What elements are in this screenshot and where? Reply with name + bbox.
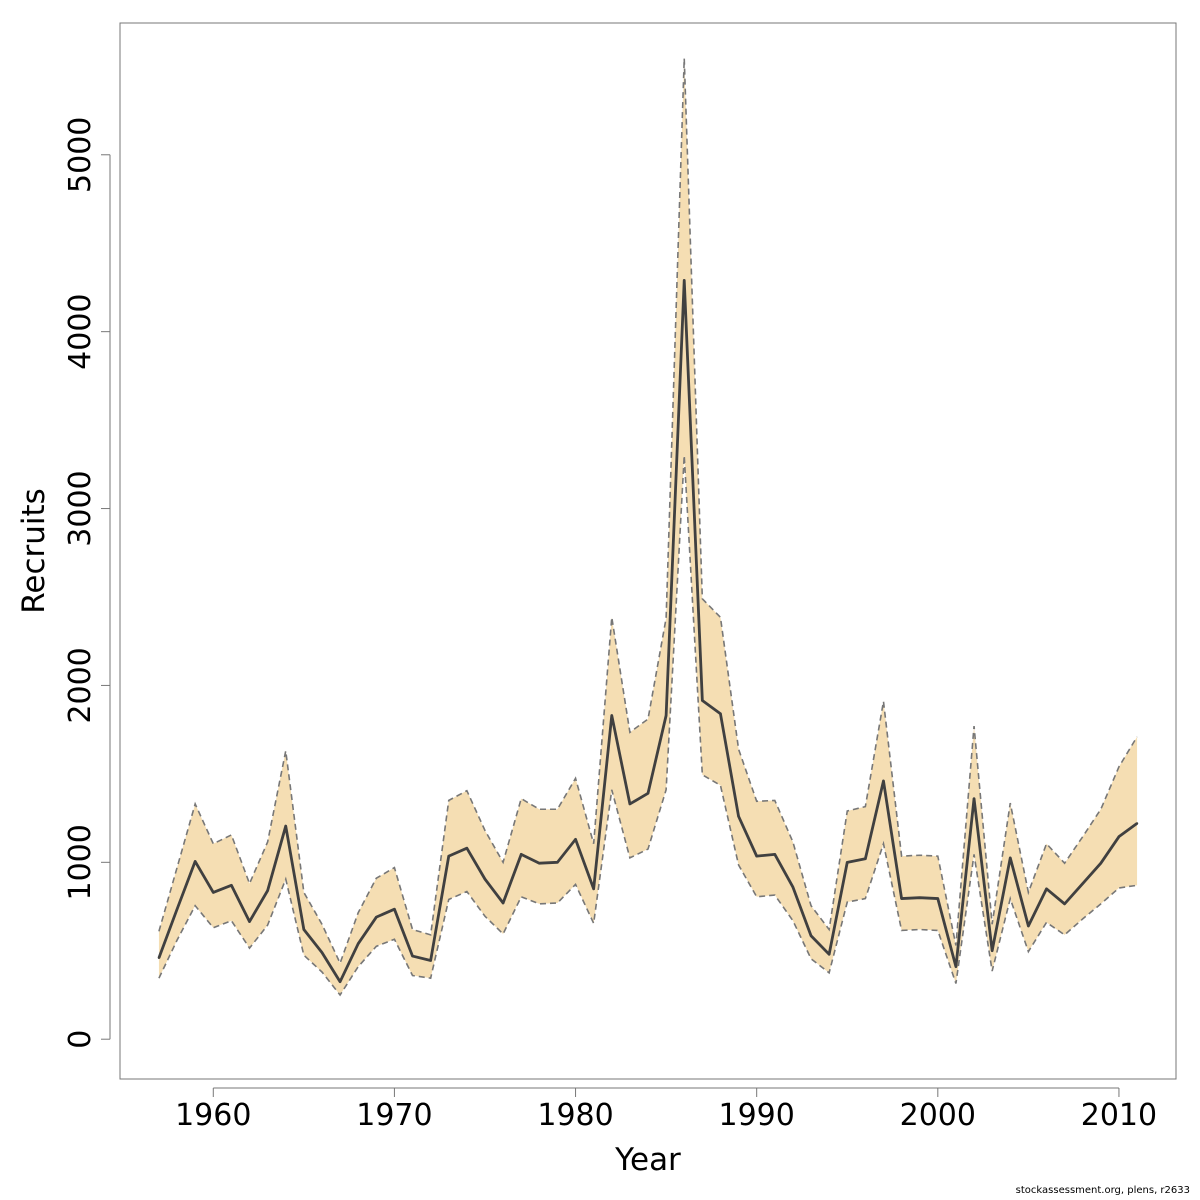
data-point [375, 915, 378, 919]
y-tick-label: 3000 [63, 470, 98, 546]
data-point [248, 920, 251, 923]
x-tick-label: 2010 [1081, 1098, 1157, 1133]
x-tick-label: 1990 [718, 1098, 794, 1133]
plot-frame [119, 22, 1177, 1080]
recruits-line [157, 278, 1138, 984]
data-point [175, 907, 179, 911]
data-point [773, 853, 776, 856]
recruits-series [157, 278, 1139, 984]
footer-credit: stockassessment.org, plens, r2633 [1015, 1185, 1190, 1196]
data-point [954, 965, 958, 968]
data-point [574, 838, 577, 841]
x-tick-label: 1960 [175, 1098, 251, 1133]
data-point [737, 815, 740, 818]
data-point [501, 901, 505, 905]
data-point [411, 954, 414, 958]
data-point [918, 896, 921, 899]
data-point [646, 792, 650, 795]
data-point [683, 279, 686, 282]
data-point [1117, 835, 1121, 838]
y-tick-label: 2000 [63, 647, 98, 723]
data-point [755, 854, 758, 858]
data-point [719, 712, 722, 715]
data-point [1027, 924, 1030, 928]
data-point [809, 934, 813, 937]
data-point [266, 889, 269, 892]
data-point [157, 956, 161, 960]
data-point [846, 861, 849, 864]
y-axis-title: Recruits [16, 488, 52, 614]
y-tick-label: 0 [63, 1030, 98, 1049]
data-point [628, 802, 632, 806]
x-tick-label: 1980 [537, 1098, 613, 1133]
data-point [556, 861, 559, 864]
data-point [1063, 902, 1066, 906]
data-point [230, 884, 233, 887]
data-point [972, 797, 976, 800]
data-point [882, 779, 885, 783]
data-point [338, 980, 342, 983]
data-point [1045, 887, 1048, 891]
data-point [1081, 882, 1084, 885]
data-point [1009, 856, 1012, 860]
data-point [791, 885, 795, 889]
data-point [393, 907, 396, 911]
data-point [592, 887, 595, 891]
data-point [701, 699, 704, 702]
data-point [302, 928, 306, 931]
y-tick-label: 1000 [63, 824, 98, 900]
lower-bound-line [158, 455, 1138, 997]
data-point [864, 857, 867, 860]
data-point [520, 853, 523, 856]
data-point [827, 953, 831, 956]
data-point [284, 824, 287, 828]
data-point [447, 854, 450, 858]
x-tick-label: 2000 [900, 1098, 976, 1133]
data-point [212, 891, 215, 894]
upper-bound-line [158, 58, 1138, 966]
data-point [483, 877, 487, 881]
x-tick-label: 1970 [356, 1098, 432, 1133]
data-point [320, 951, 324, 954]
data-point [664, 714, 668, 717]
y-axis: 0 1000 2000 3000 4000 5000 [63, 117, 111, 1049]
data-point [1099, 862, 1103, 865]
band-fill [158, 58, 1138, 995]
data-point [610, 714, 613, 717]
data-point [356, 942, 360, 945]
data-point [429, 959, 432, 962]
y-tick-label: 4000 [63, 293, 98, 369]
data-point [936, 897, 940, 900]
confidence-band [158, 58, 1138, 997]
data-point [193, 860, 197, 863]
y-tick-label: 5000 [63, 117, 98, 193]
data-point [538, 862, 541, 865]
data-point [900, 897, 903, 900]
data-point [990, 949, 994, 952]
x-axis: 1960 1970 1980 1990 2000 2010 [175, 1087, 1157, 1133]
data-point [1135, 822, 1139, 825]
data-point [465, 846, 469, 850]
x-axis-title: Year [614, 1142, 681, 1178]
